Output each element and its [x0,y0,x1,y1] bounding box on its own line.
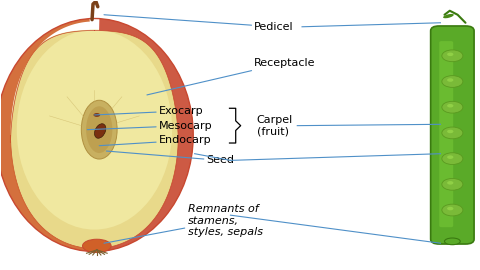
Circle shape [442,50,463,62]
Circle shape [442,127,463,139]
Circle shape [442,101,463,113]
Circle shape [447,53,454,56]
Circle shape [442,76,463,87]
Text: Exocarp: Exocarp [95,106,204,116]
Circle shape [447,207,454,210]
Circle shape [442,178,463,190]
FancyBboxPatch shape [439,41,453,227]
Text: Carpel
(fruit): Carpel (fruit) [257,115,293,136]
Ellipse shape [83,239,111,252]
Ellipse shape [443,14,454,18]
Polygon shape [99,19,193,251]
Circle shape [447,104,454,107]
FancyBboxPatch shape [431,26,474,244]
Ellipse shape [81,100,117,159]
Circle shape [442,204,463,216]
Text: Pedicel: Pedicel [104,15,294,32]
Circle shape [94,113,100,117]
Polygon shape [0,19,90,251]
Text: Endocarp: Endocarp [99,135,212,146]
Text: Remnants of
stamens,
styles, sepals: Remnants of stamens, styles, sepals [104,204,263,243]
Text: Seed: Seed [107,151,235,166]
Circle shape [447,78,454,82]
Circle shape [447,130,454,133]
Text: Receptacle: Receptacle [147,58,316,95]
Ellipse shape [95,124,106,138]
Ellipse shape [17,30,172,230]
Polygon shape [11,31,178,249]
Circle shape [442,153,463,164]
Ellipse shape [86,106,112,153]
Text: Mesocarp: Mesocarp [87,121,213,131]
Circle shape [447,156,454,159]
Ellipse shape [444,238,460,245]
Circle shape [447,181,454,185]
